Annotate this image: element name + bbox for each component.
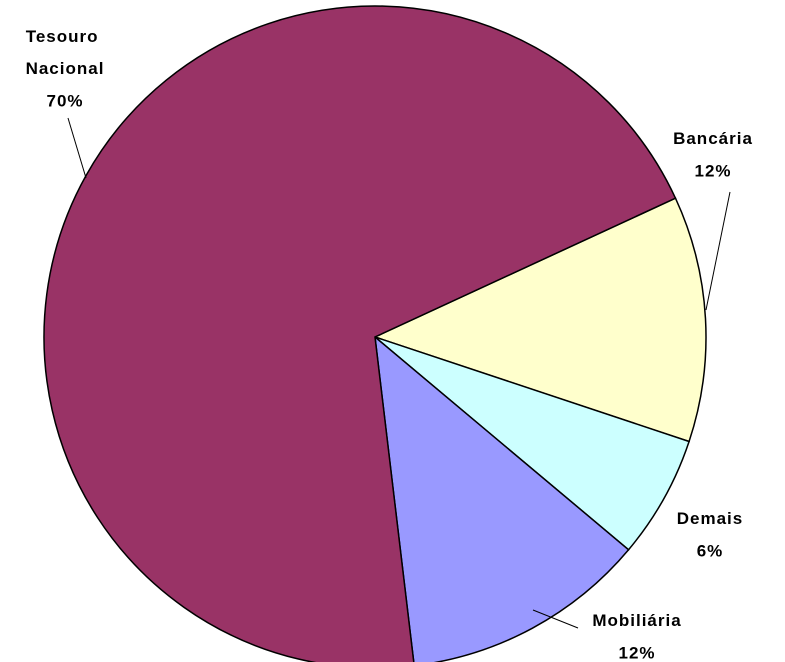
slice-label: Demais	[677, 509, 743, 528]
slice-value-label: 6%	[697, 541, 724, 560]
slice-value-label: 12%	[618, 643, 655, 662]
pie-slice	[374, 336, 691, 551]
leader-line	[705, 191, 731, 311]
slice-value-label: 12%	[694, 161, 731, 180]
slice-value-label: 70%	[46, 91, 83, 110]
slice-label: Mobiliária	[592, 611, 681, 630]
label-line: Tesouro	[26, 27, 105, 46]
pie-slice	[372, 197, 707, 443]
slice-label: Bancária	[673, 129, 753, 148]
leader-line	[532, 609, 579, 629]
label-line: Demais	[677, 509, 743, 528]
label-line: Mobiliária	[592, 611, 681, 630]
slice-label: Tesouro Nacional	[26, 27, 105, 78]
label-line: Bancária	[673, 129, 753, 148]
label-line: Nacional	[26, 59, 105, 78]
pie-slice	[43, 5, 677, 662]
leader-line	[67, 117, 87, 179]
pie-slice	[374, 335, 630, 662]
